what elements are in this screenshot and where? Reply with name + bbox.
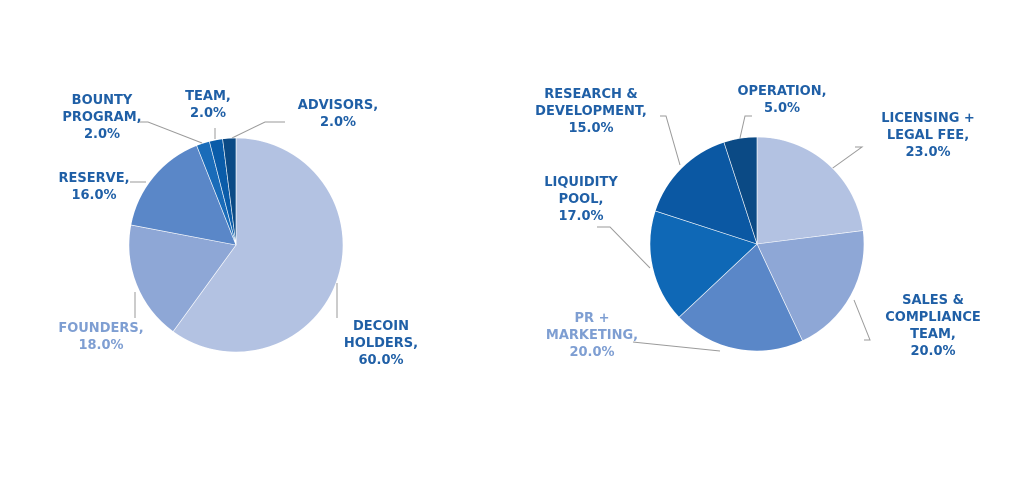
label-sales-compliance-team: SALES & COMPLIANCE TEAM, 20.0% [885,293,981,359]
pie-slice-liquidity-pool [649,210,758,318]
pie-chart-token-distribution [128,137,344,353]
pie-slice-operation [723,136,758,245]
pie-slice-decoin-holders [172,137,344,353]
label-operation: OPERATION, 5.0% [737,84,827,116]
pie-slice-pr-marketing [678,243,803,352]
label-licensing-legal-fee: LICENSING + LEGAL FEE, 23.0% [881,111,975,160]
pie-slice-sales-compliance-team [756,230,865,342]
pie-slice-founders [128,224,237,332]
pie-slice-advisors [222,137,237,246]
pie-slice-research-development [654,141,758,245]
label-liquidity-pool: LIQUIDITY POOL, 17.0% [544,175,618,224]
pie-slice-reserve [130,145,237,246]
label-founders: FOUNDERS, 18.0% [58,321,144,353]
label-advisors: ADVISORS, 2.0% [297,98,379,130]
leader-lines [130,115,871,352]
label-pr-marketing: PR + MARKETING, 20.0% [545,311,639,360]
label-decoin-holders: DECOIN HOLDERS, 60.0% [343,319,419,368]
pie-slice-licensing-legal-fee [756,136,864,245]
label-bounty-program: BOUNTY PROGRAM, 2.0% [62,93,142,142]
label-research-development: RESEARCH & DEVELOPMENT, 15.0% [535,87,647,136]
pie-chart-fund-allocation [649,136,865,352]
label-reserve: RESERVE, 16.0% [58,171,130,203]
label-team: TEAM, 2.0% [185,89,231,121]
